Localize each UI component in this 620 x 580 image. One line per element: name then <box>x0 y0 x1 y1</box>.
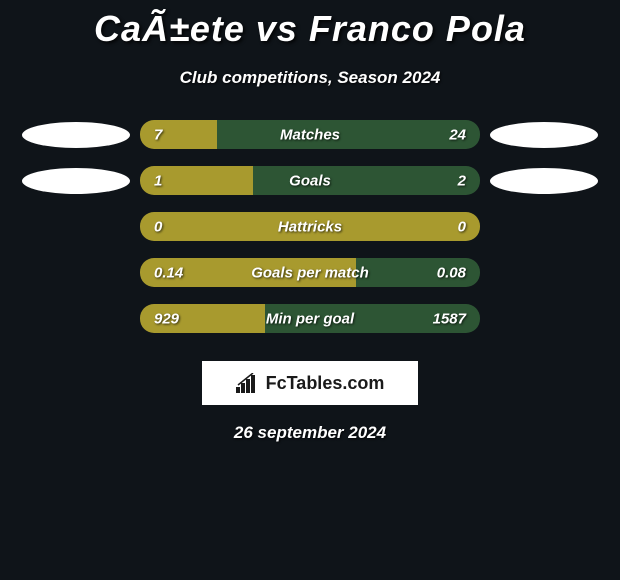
right-value: 1587 <box>433 310 466 327</box>
logo-text: FcTables.com <box>266 373 385 394</box>
stat-bar: 1 Goals 2 <box>140 166 480 195</box>
right-spacer <box>490 306 598 332</box>
left-value: 1 <box>154 172 162 189</box>
stat-bar: 7 Matches 24 <box>140 120 480 149</box>
stat-label: Min per goal <box>266 310 354 327</box>
logo-content: FcTables.com <box>236 373 385 394</box>
bar-right-segment <box>253 166 480 195</box>
stats-rows: 7 Matches 24 1 Goals 2 0 Hattricks 0 0.14 Goals pe… <box>0 120 620 333</box>
right-ellipse <box>490 168 598 194</box>
stat-label: Matches <box>280 126 340 143</box>
right-value: 0.08 <box>437 264 466 281</box>
right-spacer <box>490 260 598 286</box>
stat-bar: 0.14 Goals per match 0.08 <box>140 258 480 287</box>
stat-row: 0 Hattricks 0 <box>0 212 620 241</box>
comparison-container: CaÃ±ete vs Franco Pola Club competitions… <box>0 0 620 443</box>
left-ellipse <box>22 168 130 194</box>
logo-box[interactable]: FcTables.com <box>202 361 418 405</box>
right-spacer <box>490 214 598 240</box>
chart-icon <box>236 373 260 393</box>
stat-label: Goals <box>289 172 331 189</box>
right-ellipse <box>490 122 598 148</box>
date-text: 26 september 2024 <box>0 423 620 443</box>
stat-row: 0.14 Goals per match 0.08 <box>0 258 620 287</box>
left-value: 0 <box>154 218 162 235</box>
left-ellipse <box>22 122 130 148</box>
stat-label: Hattricks <box>278 218 342 235</box>
stat-row: 1 Goals 2 <box>0 166 620 195</box>
left-spacer <box>22 306 130 332</box>
right-value: 24 <box>449 126 466 143</box>
subtitle: Club competitions, Season 2024 <box>0 68 620 88</box>
left-value: 929 <box>154 310 179 327</box>
page-title: CaÃ±ete vs Franco Pola <box>0 8 620 50</box>
stat-row: 929 Min per goal 1587 <box>0 304 620 333</box>
left-spacer <box>22 260 130 286</box>
stat-bar: 929 Min per goal 1587 <box>140 304 480 333</box>
stat-bar: 0 Hattricks 0 <box>140 212 480 241</box>
right-value: 2 <box>458 172 466 189</box>
bar-left-segment <box>140 120 217 149</box>
bar-right-segment <box>217 120 480 149</box>
stat-row: 7 Matches 24 <box>0 120 620 149</box>
left-value: 7 <box>154 126 162 143</box>
right-value: 0 <box>458 218 466 235</box>
left-value: 0.14 <box>154 264 183 281</box>
left-spacer <box>22 214 130 240</box>
stat-label: Goals per match <box>251 264 369 281</box>
